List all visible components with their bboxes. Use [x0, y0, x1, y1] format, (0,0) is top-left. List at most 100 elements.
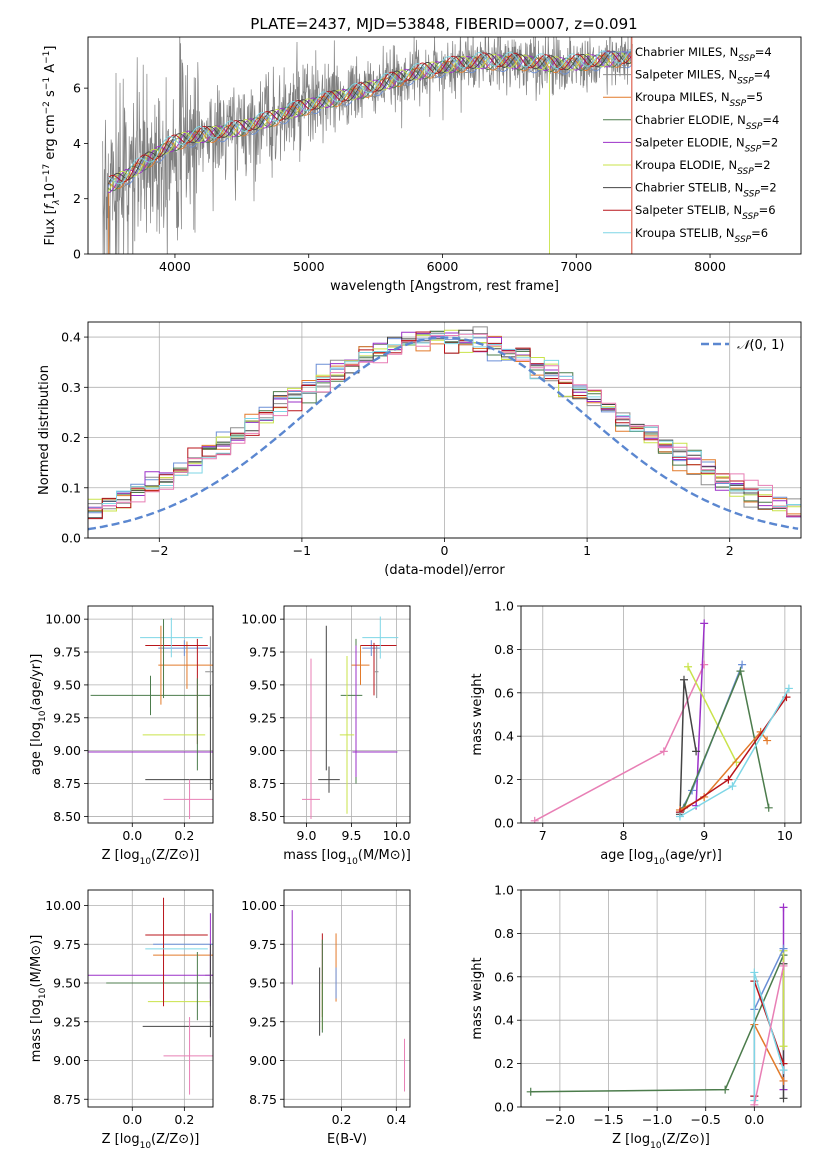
x-tick-label: 8000 — [694, 259, 726, 274]
y-tick-label: 0.0 — [61, 531, 81, 546]
y-tick-label: 0.4 — [494, 729, 514, 744]
x-axis-label: Z [log10(Z/Z⊙)] — [612, 1132, 710, 1151]
y-tick-label: 2 — [73, 191, 81, 206]
y-tick-label: 1.0 — [494, 883, 514, 898]
weight-marker — [738, 660, 747, 669]
x-tick-label: 7 — [539, 828, 547, 843]
x-axis-label: E(B-V) — [327, 1132, 367, 1147]
weight-series-8 — [753, 965, 785, 1105]
x-tick-label: 0.2 — [332, 1112, 352, 1127]
x-tick-label: −2.0 — [545, 1112, 575, 1127]
weight-marker — [764, 803, 773, 812]
weight-marker — [750, 968, 759, 977]
y-axis-label: age [log10(age/yr)] — [29, 654, 48, 776]
x-axis-label: mass [log10(M/M⊙)] — [283, 848, 411, 867]
y-tick-label: 10.00 — [241, 898, 277, 913]
axes-residuals: −2 −1 0 1 2 0.0 0.1 0.2 0.3 0.4 𝒩(0, 1) (data-model… — [37, 321, 802, 578]
y-tick-label: 0.2 — [494, 772, 514, 787]
x-tick-label: 10.0 — [383, 828, 411, 843]
x-tick-label: 0.0 — [744, 1112, 764, 1127]
x-tick-label: 4000 — [159, 259, 191, 274]
x-axis-label: Z [log10(Z/Z⊙)] — [102, 1132, 200, 1151]
y-tick-label: 0.8 — [494, 926, 514, 941]
weight-series-5 — [753, 1024, 785, 1082]
x-tick-label: 9.5 — [342, 828, 362, 843]
axes-weight_vs_age: 7 8 9 10 0.0 0.2 0.4 0.6 0.8 1.0 age [log10(age/yr… — [470, 599, 802, 867]
y-tick-label: 8.50 — [249, 809, 277, 824]
weight-marker — [750, 1100, 759, 1107]
weight-marker — [779, 961, 788, 970]
y-tick-label: 0.2 — [61, 430, 81, 445]
plot-area-age_vs_mass — [302, 616, 399, 820]
legend-entry-label: Kroupa MILES, NSSP=5 — [635, 90, 763, 109]
weight-marker — [724, 775, 733, 784]
model-spectrum-8 — [107, 48, 633, 185]
y-axis-label: Flux [fλ10−17 erg cm−2 s−1 A−1] — [42, 46, 62, 246]
y-tick-label: 9.25 — [53, 1014, 81, 1029]
y-tick-label: 0.0 — [494, 1100, 514, 1115]
x-tick-label: −1.0 — [642, 1112, 672, 1127]
axes-mass_vs_ebv: 0.2 0.4 8.75 9.00 9.25 9.50 9.75 10.00 E(B-V) — [241, 889, 411, 1147]
y-tick-label: 0.2 — [494, 1056, 514, 1071]
weight-marker — [700, 660, 709, 669]
y-tick-label: 9.25 — [249, 1014, 277, 1029]
y-tick-label: 9.75 — [53, 645, 81, 660]
y-tick-label: 8.75 — [53, 1092, 81, 1107]
x-tick-label: 0.0 — [122, 828, 142, 843]
x-tick-label: −1.5 — [593, 1112, 623, 1127]
x-tick-label: −2 — [150, 543, 168, 558]
weight-series-3 — [687, 666, 738, 763]
axes-frame — [520, 889, 802, 1108]
plot-area-weight_vs_Z — [526, 903, 788, 1107]
y-tick-label: 0.6 — [494, 969, 514, 984]
y-tick-label: 9.50 — [249, 677, 277, 692]
x-tick-label: 9 — [700, 828, 708, 843]
weight-marker — [692, 747, 701, 756]
y-tick-label: 9.00 — [53, 743, 81, 758]
y-axis-label: mass [log10(M/M⊙)] — [29, 935, 48, 1063]
x-tick-label: 1 — [583, 543, 591, 558]
y-tick-label: 6 — [73, 81, 81, 96]
y-tick-label: 8.75 — [53, 776, 81, 791]
weight-marker — [675, 812, 684, 821]
y-tick-label: 8.75 — [249, 776, 277, 791]
y-tick-label: 1.0 — [494, 599, 514, 614]
spectrum-legend: Chabrier MILES, NSSP=4 Salpeter MILES, NS… — [603, 45, 779, 245]
plot-area-age_vs_Z — [88, 617, 213, 820]
legend-entry-label: Salpeter MILES, NSSP=4 — [635, 68, 771, 87]
legend-entry-label: Salpeter STELIB, NSSP=6 — [635, 203, 776, 222]
y-tick-label: 0.6 — [494, 685, 514, 700]
y-tick-label: 10.00 — [45, 898, 81, 913]
weight-marker — [784, 684, 793, 693]
plot-area-spectrum — [102, 37, 633, 254]
weight-marker — [684, 662, 693, 671]
plot-area-residuals — [88, 326, 801, 531]
axes-frame — [87, 605, 214, 824]
x-tick-label: 9.0 — [297, 828, 317, 843]
plot-area-mass_vs_ebv — [291, 910, 406, 1092]
x-axis-label: Z [log10(Z/Z⊙)] — [102, 848, 200, 867]
weight-marker — [736, 667, 745, 676]
y-tick-label: 4 — [73, 136, 81, 151]
y-tick-label: 8.50 — [53, 809, 81, 824]
y-tick-label: 9.50 — [249, 976, 277, 991]
axes-frame — [283, 605, 411, 824]
x-tick-label: −0.5 — [691, 1112, 721, 1127]
y-tick-label: 9.25 — [249, 710, 277, 725]
y-tick-label: 9.00 — [249, 743, 277, 758]
weight-marker — [779, 1094, 788, 1103]
y-tick-label: 0.1 — [61, 480, 81, 495]
axes-age_vs_mass: 9.0 9.5 10.0 8.50 8.75 9.00 9.25 9.50 9.75 10.00 m… — [241, 605, 411, 867]
axes-mass_vs_Z: 0.0 0.2 8.75 9.00 9.25 9.50 9.75 10.00 Z [log10(… — [29, 889, 214, 1151]
weight-marker — [700, 619, 709, 628]
model-spectrum-6 — [107, 50, 633, 185]
x-tick-label: 5000 — [293, 259, 325, 274]
weight-marker — [779, 944, 788, 953]
x-tick-label: 10 — [777, 828, 793, 843]
plot-area-mass_vs_Z — [88, 897, 213, 1095]
weight-marker — [721, 1085, 730, 1094]
x-tick-label: −1 — [293, 543, 311, 558]
normal-curve — [88, 336, 799, 531]
weight-marker — [763, 736, 772, 745]
